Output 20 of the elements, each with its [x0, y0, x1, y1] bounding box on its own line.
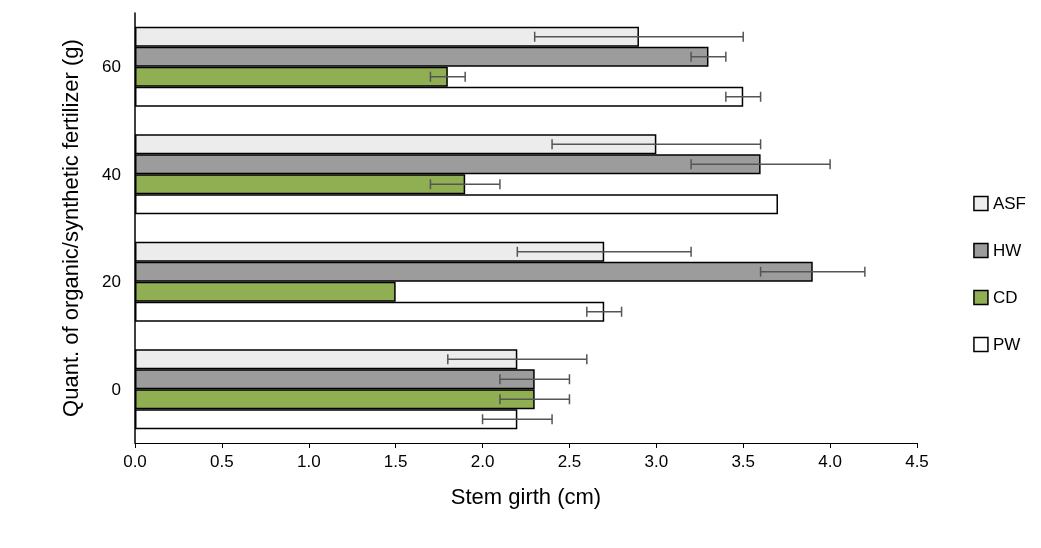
- x-tick-label: 0.0: [123, 452, 147, 471]
- y-tick-label: 40: [102, 164, 121, 184]
- y-tick-label: 20: [102, 272, 121, 292]
- legend-label: PW: [992, 335, 1021, 354]
- legend-label: ASF: [992, 194, 1026, 213]
- legend-label: HW: [992, 241, 1022, 260]
- x-axis-title: Stem girth (cm): [450, 483, 602, 509]
- x-tick-label: 3.5: [731, 452, 756, 471]
- y-axis-title: Quant. of organic/synthetic fertilizer (g): [57, 39, 83, 417]
- x-tick-label: 1.0: [296, 452, 321, 471]
- y-tick-label: 60: [102, 57, 121, 77]
- y-tick-label: 0: [111, 379, 121, 399]
- x-tick-label: 2.0: [470, 452, 495, 471]
- x-tick-label: 4.5: [905, 452, 929, 471]
- x-tick-label: 0.5: [210, 452, 234, 471]
- x-tick-label: 4.0: [818, 452, 842, 471]
- legend-label: CD: [992, 288, 1018, 307]
- x-tick-label: 2.5: [557, 452, 582, 471]
- x-tick-label: 1.5: [383, 452, 408, 471]
- x-tick-label: 3.0: [644, 452, 669, 471]
